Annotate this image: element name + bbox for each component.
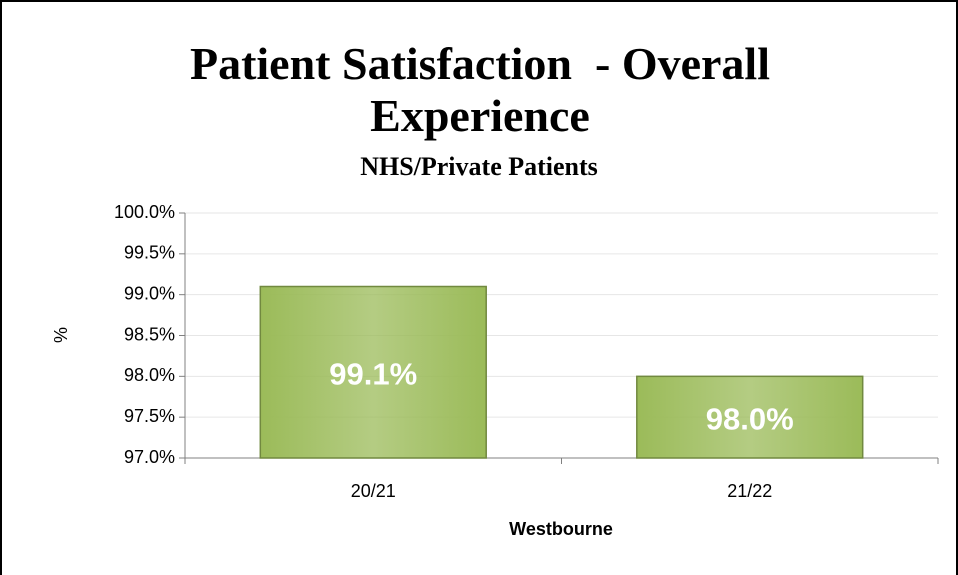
bar <box>259 285 487 459</box>
y-tick-label: 98.0% <box>124 365 175 385</box>
y-tick-label: 100.0% <box>114 202 175 222</box>
y-tick-label: 99.0% <box>124 283 175 303</box>
y-tick-label: 97.5% <box>124 406 175 426</box>
chart-title: Patient Satisfaction - Overall Experienc… <box>189 38 782 141</box>
data-label: 98.0% <box>706 401 794 436</box>
data-label: 99.1% <box>329 356 417 391</box>
x-tick-label: 21/22 <box>727 481 772 501</box>
chart-subtitle: NHS/Private Patients <box>360 152 598 181</box>
bar <box>636 375 864 459</box>
y-tick-label: 98.5% <box>124 324 175 344</box>
y-tick-label: 97.0% <box>124 447 175 467</box>
x-axis-label: Westbourne <box>509 519 613 539</box>
y-tick-label: 99.5% <box>124 243 175 263</box>
y-axis-label: % <box>51 327 71 343</box>
x-tick-label: 20/21 <box>351 481 396 501</box>
